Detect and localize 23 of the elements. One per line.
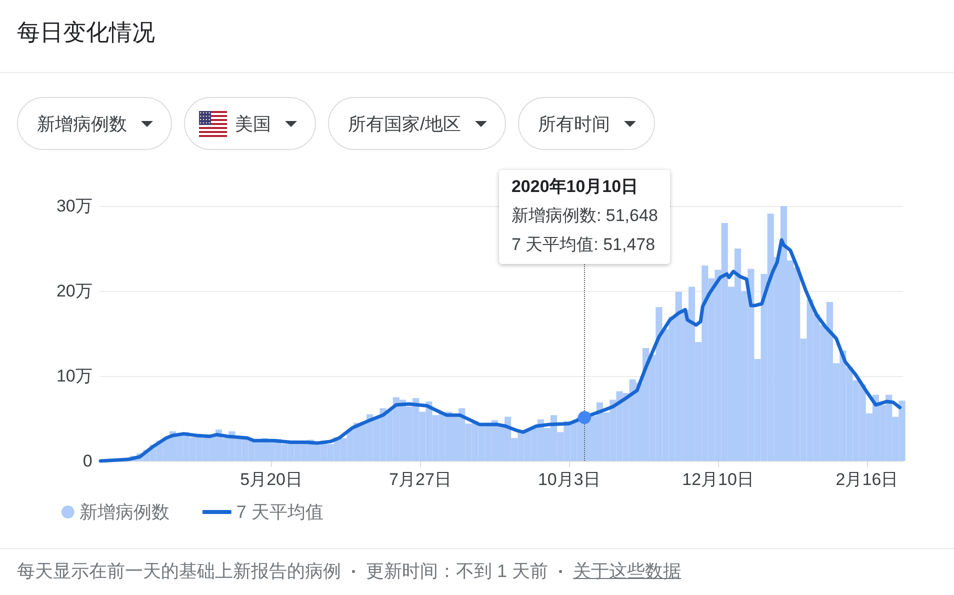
line-series (98, 238, 902, 463)
y-tick-label: 20万 (56, 282, 92, 300)
dropdown-button[interactable]: 所有时间 (518, 97, 656, 150)
tooltip: 2020年10月10日 新增病例数: 51,648 7 天平均值: 51,478 (499, 170, 670, 264)
dropdown-button[interactable]: 美国 (184, 97, 316, 150)
legend-label: 新增病例数 (79, 502, 170, 522)
y-tick-label: 0 (82, 452, 92, 470)
y-tick-label: 10万 (56, 366, 92, 386)
annotation: 新增病例数: 51,648 (511, 205, 658, 227)
x-tick-label: 7月27日 (389, 470, 452, 489)
x-tick-label: 5月20日 (240, 470, 302, 489)
x-tick-label: 2月16日 (836, 470, 898, 489)
annotation: 7 天平均值: 51,478 (511, 234, 656, 256)
legend-label: 7 天平均值 (236, 502, 324, 522)
x-tick-label: 10月3日 (538, 470, 600, 489)
y-tick-label: 30万 (56, 196, 92, 216)
text: 每天显示在前一天的基础上新报告的病例 (17, 560, 341, 583)
text: 关于这些数据 (573, 560, 682, 583)
text: 更新时间：不到 1 天前 (366, 560, 548, 583)
chart-title: 每日变化情况 (17, 18, 155, 47)
dropdown-button[interactable]: 新增病例数 (17, 97, 172, 150)
dropdown-button[interactable]: 所有国家/地区 (328, 97, 506, 150)
x-tick-label: 12月10日 (682, 470, 754, 489)
